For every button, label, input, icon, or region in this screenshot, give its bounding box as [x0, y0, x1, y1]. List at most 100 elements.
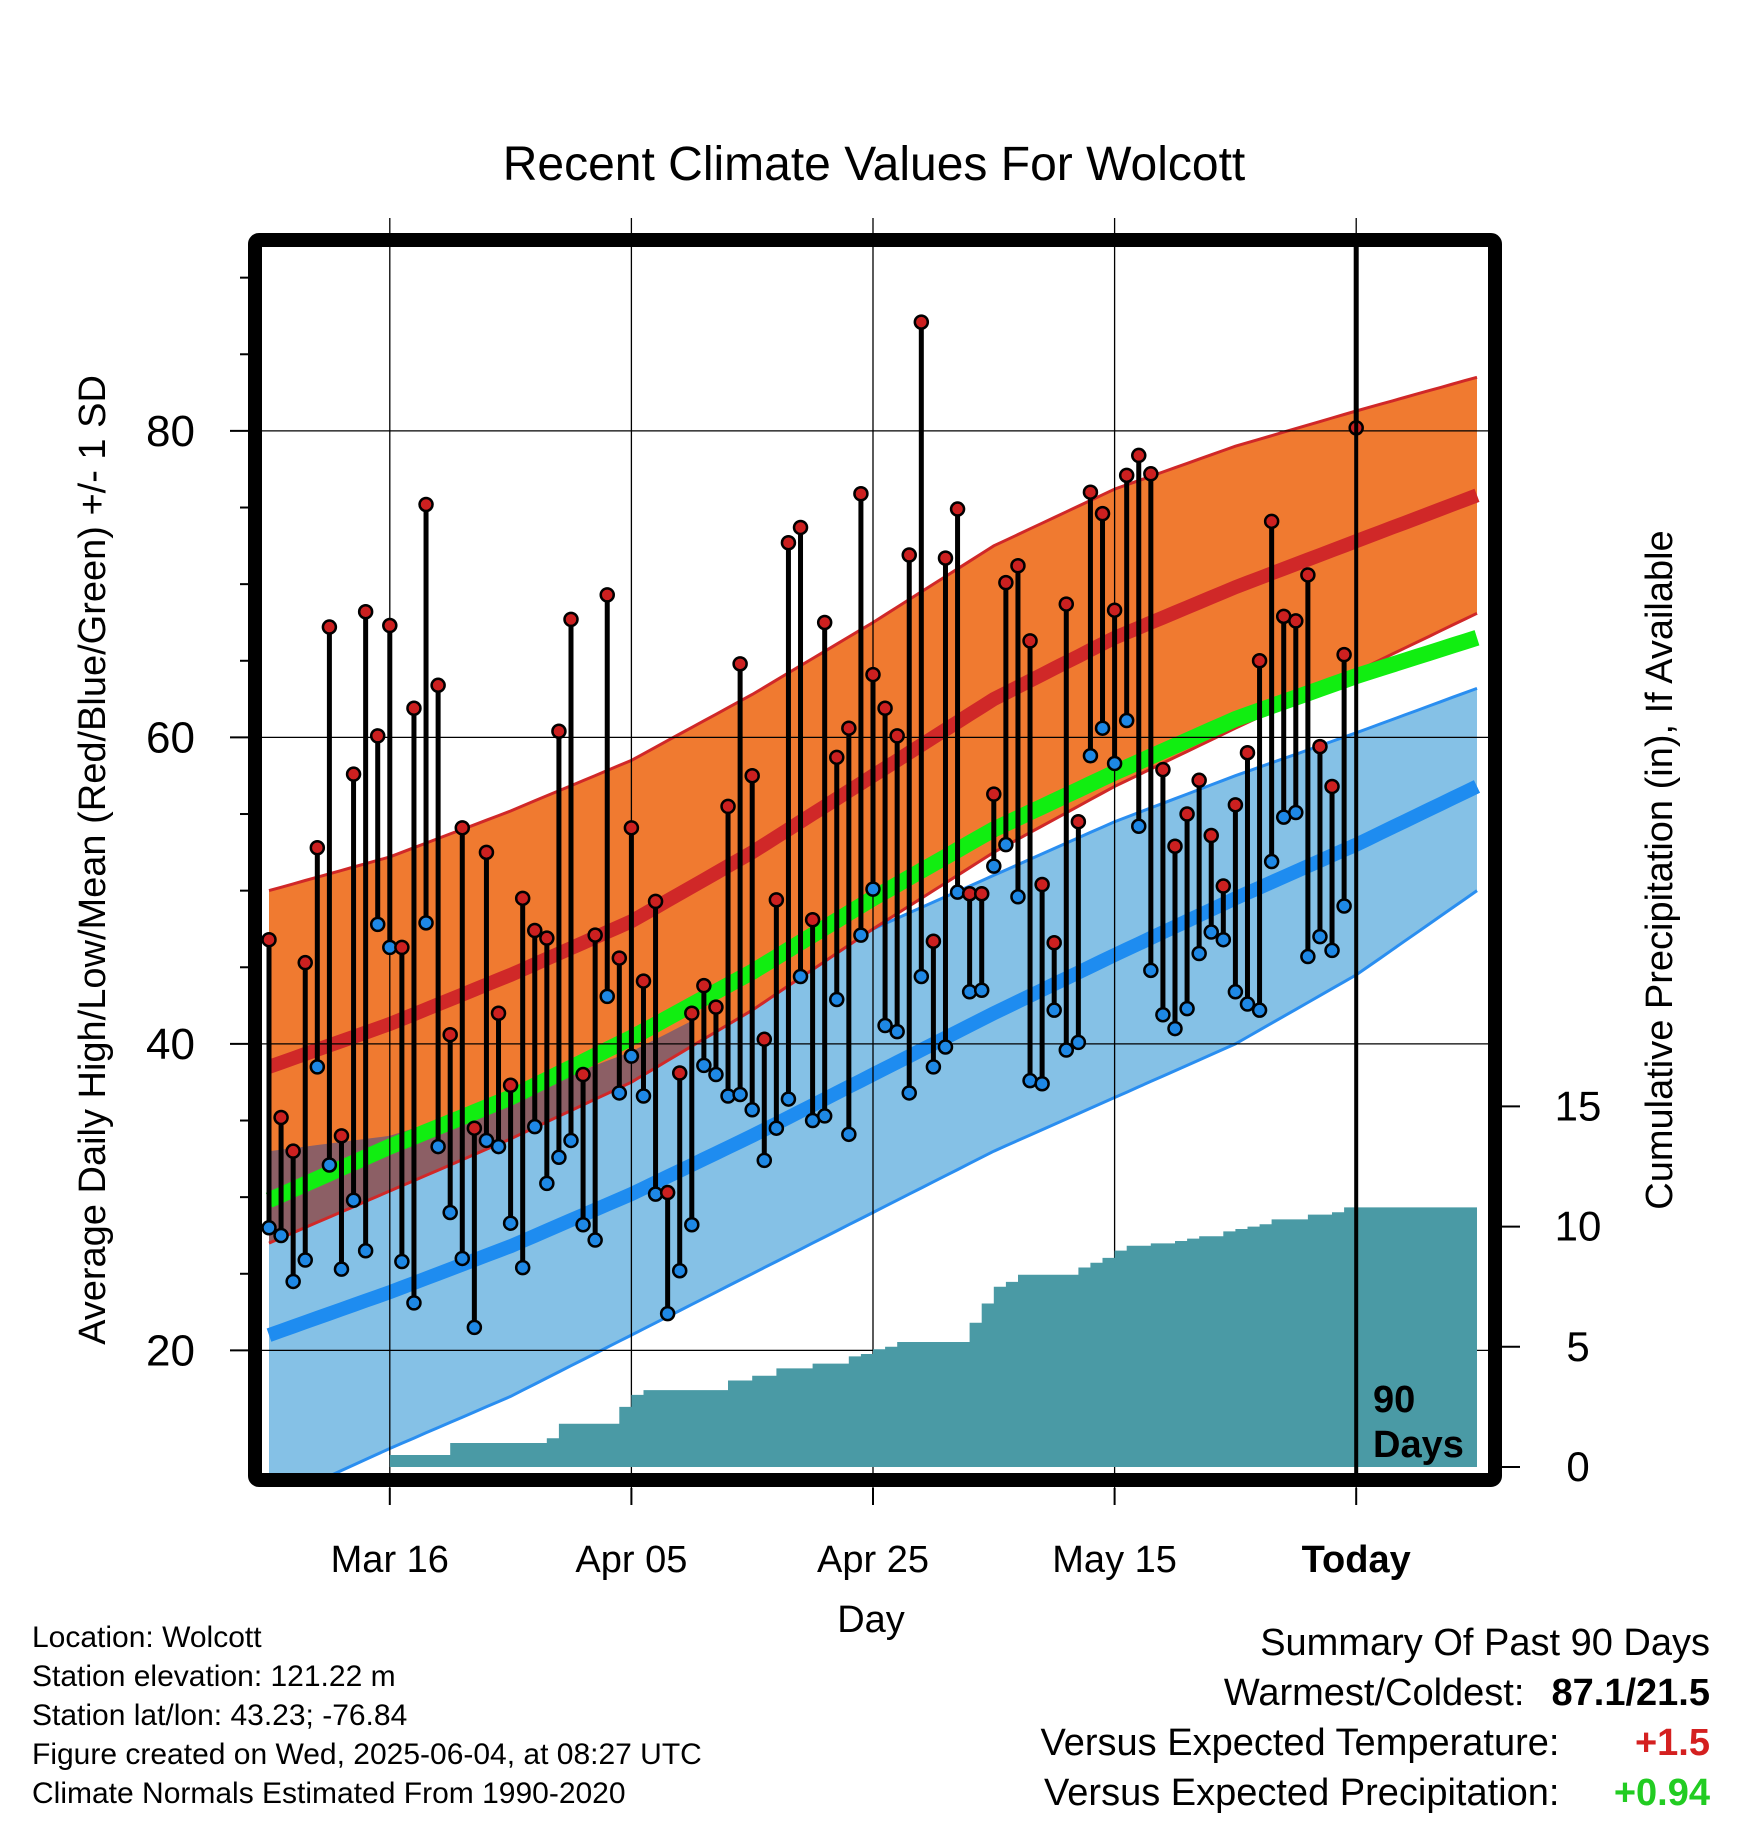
high-point-0	[262, 931, 277, 948]
high-point-72	[1131, 447, 1147, 464]
high-point-6	[333, 1128, 350, 1144]
low-point-68	[1082, 748, 1099, 764]
x-axis-label: Day	[837, 1599, 905, 1641]
latlon-text: Station lat/lon: 43.23; -76.84	[32, 1699, 408, 1732]
high-point-30	[623, 820, 640, 836]
high-point-15	[442, 1026, 458, 1043]
low-point-48	[841, 1126, 857, 1143]
high-point-19	[490, 1005, 507, 1021]
low-point-49	[853, 927, 869, 943]
y2-axis-label: Cumulative Precipitation (in), If Availa…	[1639, 530, 1681, 1209]
x-tick-label-1: Apr 05	[575, 1539, 687, 1581]
low-point-8	[357, 1243, 374, 1259]
low-point-43	[780, 1091, 797, 1107]
low-point-87	[1312, 928, 1328, 945]
high-point-16	[454, 820, 471, 836]
high-point-56	[937, 550, 954, 566]
low-point-74	[1155, 1007, 1171, 1023]
high-point-50	[865, 666, 881, 683]
today-marker-label-line1: 90	[1373, 1379, 1415, 1421]
low-point-17	[466, 1319, 483, 1336]
high-point-88	[1324, 778, 1340, 795]
high-point-13	[418, 496, 434, 513]
low-point-5	[321, 1157, 338, 1173]
y-tick-label-60: 60	[146, 713, 195, 762]
low-point-6	[333, 1261, 350, 1277]
high-point-46	[816, 614, 833, 631]
high-point-68	[1082, 484, 1099, 500]
plot-frame	[248, 233, 1502, 1487]
low-point-77	[1191, 945, 1207, 962]
low-point-23	[539, 1175, 555, 1192]
high-point-7	[345, 766, 362, 782]
high-point-2	[285, 1143, 301, 1159]
high-point-45	[804, 912, 821, 928]
y2-tick-label-15: 15	[1555, 1082, 1602, 1129]
low-point-90	[1350, 0, 1363, 7]
precip-anomaly-value: +0.94	[1613, 1772, 1710, 1814]
low-point-31	[635, 1088, 652, 1104]
high-point-55	[925, 933, 942, 949]
high-point-4	[309, 839, 326, 856]
low-point-70	[1106, 755, 1123, 772]
high-point-36	[696, 977, 712, 994]
low-point-83	[1263, 853, 1280, 870]
high-point-8	[357, 603, 374, 620]
high-point-41	[756, 1031, 773, 1048]
warmest-coldest-row: Warmest/Coldest: 87.1/21.5	[1041, 1668, 1710, 1718]
low-point-62	[1010, 889, 1026, 905]
high-point-29	[611, 950, 628, 966]
low-point-21	[514, 1259, 531, 1276]
high-point-51	[877, 700, 893, 717]
high-point-80	[1227, 797, 1244, 813]
y2-tick-label-0: 0	[1566, 1443, 1589, 1490]
low-point-66	[1058, 1042, 1075, 1058]
y2-tick-label-5: 5	[1566, 1323, 1589, 1370]
low-point-14	[430, 1138, 446, 1155]
high-point-21	[514, 890, 531, 907]
high-point-9	[369, 728, 386, 744]
normals-text: Climate Normals Estimated From 1990-2020	[32, 1777, 626, 1810]
high-point-78	[1203, 827, 1219, 844]
low-point-19	[490, 1138, 507, 1155]
low-point-80	[1227, 984, 1244, 1000]
created-text: Figure created on Wed, 2025-06-04, at 08…	[32, 1738, 702, 1771]
high-point-73	[1143, 466, 1159, 482]
low-point-81	[1239, 996, 1256, 1012]
high-point-31	[635, 973, 652, 989]
low-point-9	[369, 916, 386, 933]
high-point-17	[466, 1120, 483, 1136]
high-point-47	[829, 749, 845, 766]
high-point-87	[1312, 738, 1328, 755]
high-point-52	[889, 728, 905, 744]
low-point-52	[889, 1023, 905, 1040]
low-point-79	[1215, 931, 1232, 948]
high-point-27	[587, 927, 603, 943]
high-point-24	[551, 723, 567, 740]
high-point-85	[1288, 613, 1304, 629]
low-point-29	[611, 1085, 628, 1101]
low-point-12	[406, 1295, 422, 1311]
low-point-13	[418, 915, 434, 931]
y2-tick-label-10: 10	[1555, 1203, 1602, 1250]
low-point-50	[865, 881, 881, 897]
x-tick-label-3: May 15	[1052, 1539, 1177, 1581]
high-point-81	[1239, 744, 1256, 761]
low-point-37	[708, 1066, 724, 1083]
low-point-54	[913, 968, 930, 985]
low-point-59	[973, 982, 990, 999]
low-point-56	[937, 1039, 954, 1055]
temp-anomaly-row: Versus Expected Temperature: +1.5	[1041, 1718, 1710, 1768]
high-point-82	[1251, 653, 1268, 669]
low-point-28	[599, 988, 615, 1005]
low-point-7	[345, 1192, 362, 1208]
high-point-49	[853, 485, 869, 502]
high-point-34	[671, 1065, 688, 1081]
high-point-11	[394, 939, 410, 956]
today-marker-label-line2: Days	[1373, 1424, 1464, 1466]
warmest-coldest-value: 87.1/21.5	[1551, 1672, 1710, 1714]
low-point-67	[1070, 1034, 1087, 1051]
high-point-67	[1070, 813, 1087, 830]
high-point-59	[973, 885, 990, 902]
low-point-26	[575, 1216, 591, 1233]
